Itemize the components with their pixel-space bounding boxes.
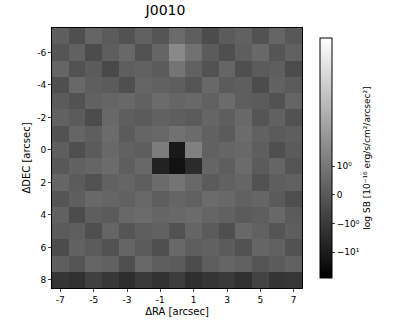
svg-text:−10¹: −10¹ xyxy=(337,247,360,257)
svg-text:-7: -7 xyxy=(56,295,65,305)
svg-text:0: 0 xyxy=(337,190,343,200)
svg-text:J0010: J0010 xyxy=(145,2,186,18)
svg-text:4: 4 xyxy=(40,210,46,220)
svg-text:8: 8 xyxy=(40,275,46,285)
svg-text:10⁰: 10⁰ xyxy=(337,161,352,171)
svg-text:-2: -2 xyxy=(37,113,46,123)
svg-text:-6: -6 xyxy=(37,48,46,58)
svg-text:ΔRA [arcsec]: ΔRA [arcsec] xyxy=(145,306,209,317)
svg-text:1: 1 xyxy=(191,295,197,305)
svg-text:ΔDEC [arcsec]: ΔDEC [arcsec] xyxy=(21,122,32,193)
svg-text:log SB [10⁻¹⁶ erg/s/cm²/arcsec: log SB [10⁻¹⁶ erg/s/cm²/arcsec²] xyxy=(362,86,372,229)
svg-text:-1: -1 xyxy=(156,295,165,305)
svg-text:2: 2 xyxy=(40,178,46,188)
svg-text:7: 7 xyxy=(291,295,297,305)
svg-text:0: 0 xyxy=(40,145,46,155)
svg-text:5: 5 xyxy=(257,295,263,305)
svg-text:3: 3 xyxy=(224,295,230,305)
svg-text:-3: -3 xyxy=(123,295,132,305)
svg-text:-5: -5 xyxy=(89,295,98,305)
svg-text:6: 6 xyxy=(40,243,46,253)
svg-text:-4: -4 xyxy=(37,80,46,90)
svg-text:−10⁰: −10⁰ xyxy=(337,219,360,229)
